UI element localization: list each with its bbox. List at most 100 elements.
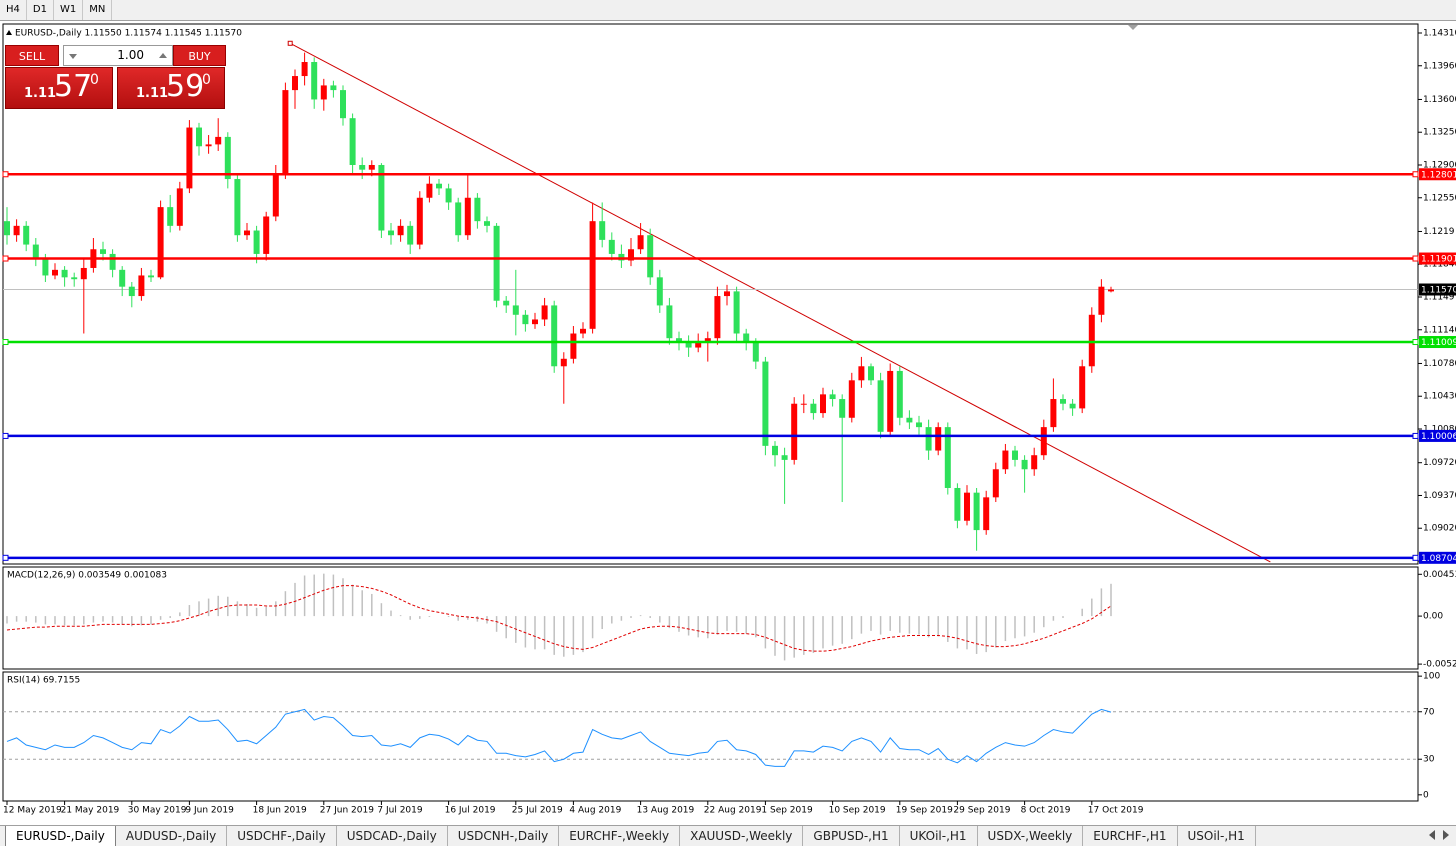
- sell-price[interactable]: 1.11 57 0: [5, 67, 113, 109]
- x-tick-label: 25 Jul 2019: [512, 806, 563, 816]
- candle-body: [282, 90, 289, 175]
- shift-marker: [1128, 25, 1138, 30]
- candle-body: [992, 469, 999, 498]
- chart-tab[interactable]: XAUUSD-,Weekly: [680, 826, 804, 846]
- buy-price[interactable]: 1.11 59 0: [117, 67, 225, 109]
- candle-body: [407, 225, 414, 245]
- chart-tab[interactable]: USDCHF-,Daily: [227, 826, 337, 846]
- y-tick-label: 1.10430: [1423, 392, 1456, 402]
- trendline-anchor: [287, 40, 293, 46]
- sell-button[interactable]: SELL: [5, 45, 59, 66]
- timeframe-button[interactable]: D1: [27, 0, 54, 20]
- candle-body: [704, 338, 711, 343]
- lot-input[interactable]: 1.00: [63, 45, 173, 66]
- candle-body: [1060, 399, 1066, 404]
- level-label: 1.11901: [1421, 255, 1456, 265]
- x-tick-label: 19 Sep 2019: [896, 806, 953, 816]
- price-fraction: 0: [90, 72, 99, 88]
- tab-scroll[interactable]: [1426, 829, 1454, 841]
- y-tick-label: 1.10080: [1423, 425, 1456, 435]
- x-tick-label: 1 Sep 2019: [761, 806, 813, 816]
- chart-tab[interactable]: USOil-,H1: [1178, 826, 1256, 846]
- last-price-label: 1.11570: [1421, 286, 1456, 296]
- chart-layer: 1.14310 1.13960 1.13600 1.13250 1.12900 1.125…: [2, 28, 1456, 816]
- level-label-box: [1419, 336, 1456, 349]
- timeframe-button[interactable]: H4: [0, 0, 27, 20]
- candle-body: [752, 342, 759, 362]
- candle-body: [877, 380, 884, 432]
- buy-button[interactable]: BUY: [173, 45, 226, 66]
- one-click-trading: SELL 1.00 BUY 1.11 57 0 1.11 59 0: [5, 45, 226, 109]
- candle-body: [589, 221, 596, 329]
- candle-body: [647, 235, 654, 278]
- level-handle: [1412, 432, 1419, 439]
- chart-tab[interactable]: UKOil-,H1: [900, 826, 978, 846]
- candle-body: [138, 275, 145, 297]
- candle-body: [743, 333, 750, 343]
- candle-body: [436, 183, 442, 189]
- level-handle: [1412, 339, 1419, 346]
- candle-body: [714, 296, 721, 339]
- candle-body: [42, 258, 49, 276]
- candle-body: [330, 85, 337, 91]
- chart-tab[interactable]: EURUSD-,Daily: [5, 826, 116, 846]
- price-pips: 57: [54, 69, 93, 104]
- candle-body: [848, 380, 855, 418]
- level-handle: [2, 432, 9, 439]
- chart-tabs: EURUSD-,Daily AUDUSD-,Daily USDCHF-,Daily U…: [0, 825, 1456, 846]
- candle-body: [944, 427, 951, 488]
- chart-tab[interactable]: EURCHF-,Weekly: [559, 826, 681, 846]
- candle-body: [464, 197, 471, 236]
- candle-body: [858, 366, 865, 381]
- level-label: 1.12801: [1421, 170, 1456, 180]
- x-tick-label: 18 Jun 2019: [253, 806, 307, 816]
- candle-body: [580, 328, 586, 334]
- candle-body: [887, 370, 894, 432]
- chart-tab[interactable]: EURCHF-,H1: [1083, 826, 1178, 846]
- x-tick-label: 4 Aug 2019: [569, 806, 621, 816]
- candle-body: [205, 144, 212, 147]
- candle-body: [186, 127, 193, 189]
- y-tick-label: 30: [1423, 755, 1435, 765]
- candle-body: [724, 291, 730, 297]
- candle-body: [839, 399, 846, 418]
- candle-body: [128, 286, 135, 297]
- candle-body: [800, 403, 807, 405]
- candle-body: [292, 76, 298, 91]
- level-handle: [2, 554, 9, 561]
- chart-tab[interactable]: USDX-,Weekly: [978, 826, 1084, 846]
- candle-body: [445, 188, 452, 203]
- candle-body: [224, 136, 231, 180]
- y-tick-label: 0.00: [1423, 612, 1443, 622]
- timeframe-button[interactable]: MN: [83, 0, 113, 20]
- candle-body: [1012, 450, 1018, 460]
- candle-body: [32, 244, 39, 259]
- timeframe-toolbar: H4 D1 W1 MN: [0, 0, 1456, 21]
- y-tick-label: 1.1219: [1423, 227, 1455, 237]
- chart-tab[interactable]: USDCNH-,Daily: [448, 826, 560, 846]
- y-tick-label: 1.09370: [1423, 491, 1456, 501]
- chart-tab[interactable]: USDCAD-,Daily: [337, 826, 448, 846]
- timeframe-button[interactable]: W1: [54, 0, 84, 20]
- candle-body: [1050, 399, 1057, 428]
- x-tick-label: 10 Sep 2019: [829, 806, 886, 816]
- level-handle: [1412, 171, 1419, 178]
- candle-body: [666, 305, 673, 339]
- candle-body: [1021, 459, 1028, 470]
- x-tick-label: 13 Aug 2019: [637, 806, 695, 816]
- candle-body: [1040, 427, 1047, 456]
- candle-body: [253, 230, 260, 254]
- candle-body: [23, 225, 30, 245]
- price-prefix: 1.11: [136, 86, 169, 101]
- candle-body: [474, 197, 481, 222]
- y-tick-label: 1.12550: [1423, 193, 1456, 203]
- chart-tab[interactable]: GBPUSD-,H1: [803, 826, 900, 846]
- candle-body: [1002, 450, 1009, 470]
- candle-body: [167, 207, 174, 226]
- lot-up-icon[interactable]: [157, 49, 169, 61]
- lot-down-icon[interactable]: [67, 50, 79, 62]
- candle-body: [541, 305, 548, 320]
- chart-tab[interactable]: AUDUSD-,Daily: [116, 826, 228, 846]
- candle-body: [685, 342, 692, 348]
- candle-body: [560, 358, 567, 367]
